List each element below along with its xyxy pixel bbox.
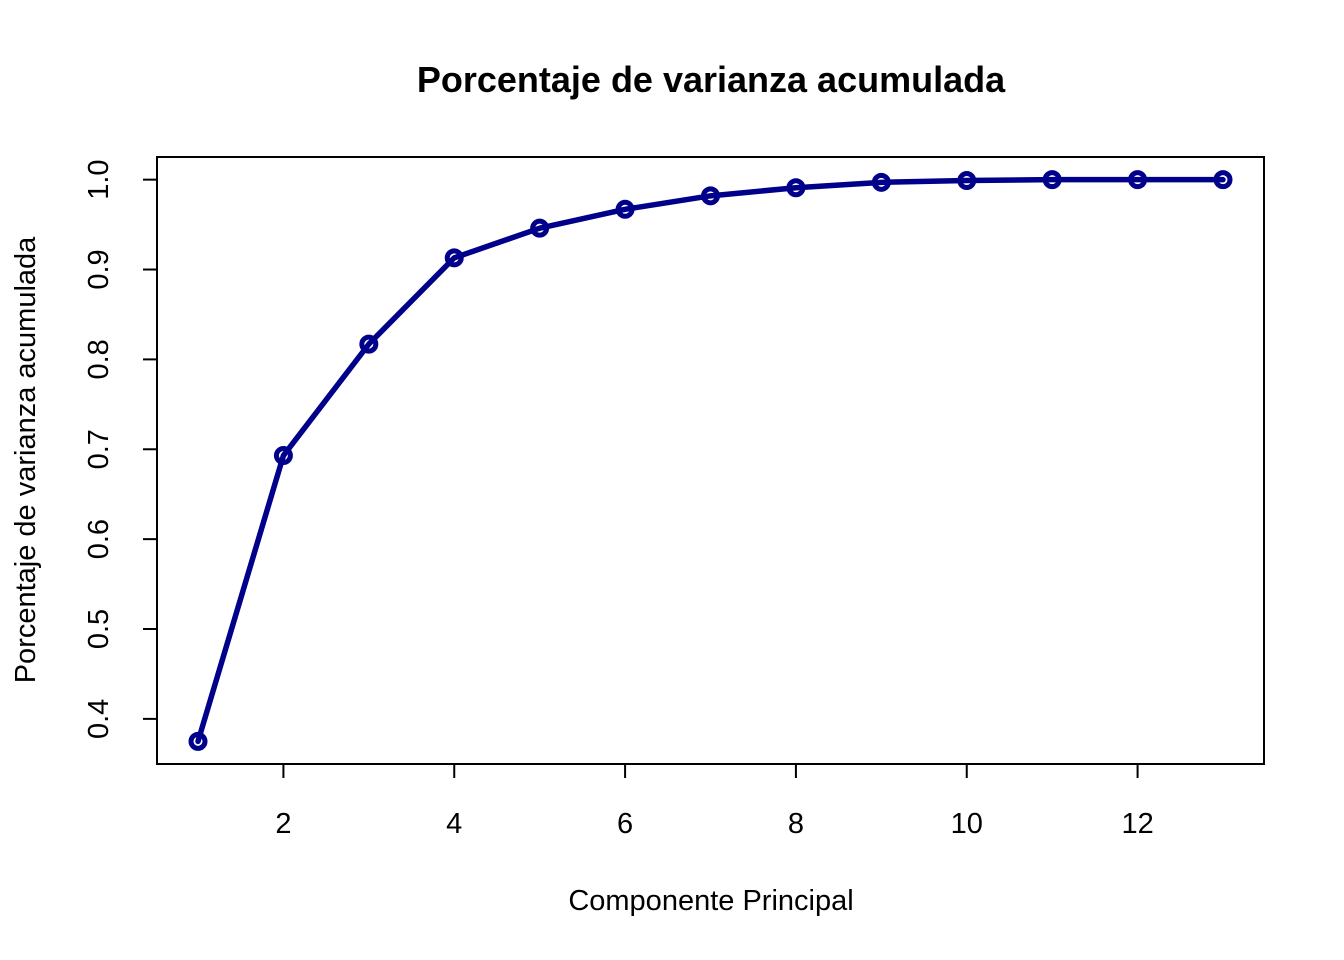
x-tick-label-0: 2 xyxy=(275,808,291,840)
x-axis-label: Componente Principal xyxy=(568,885,853,917)
series-line-0 xyxy=(195,176,1226,745)
series-layer xyxy=(188,170,1233,751)
data-point-4 xyxy=(444,248,464,268)
y-tick-label-0: 0.4 xyxy=(83,699,115,739)
x-axis: 2 4 6 8 10 12 xyxy=(275,764,1154,840)
data-point-12 xyxy=(1128,170,1148,190)
data-point-13 xyxy=(1213,170,1233,190)
y-axis: 0.4 0.5 0.6 0.7 0.8 0.9 1.0 xyxy=(83,159,157,739)
data-point-8 xyxy=(786,178,806,198)
data-point-2 xyxy=(273,446,293,466)
data-point-5 xyxy=(530,218,550,238)
data-point-11 xyxy=(1042,170,1062,190)
y-tick-label-2: 0.6 xyxy=(83,519,115,559)
data-point-10 xyxy=(957,171,977,191)
y-tick-label-6: 1.0 xyxy=(83,159,115,199)
data-point-1 xyxy=(188,731,208,751)
y-tick-label-3: 0.7 xyxy=(83,429,115,469)
data-point-7 xyxy=(701,186,720,206)
x-tick-label-4: 10 xyxy=(951,808,983,840)
chart-title: Porcentaje de varianza acumulada xyxy=(417,59,1006,100)
x-tick-label-3: 8 xyxy=(788,808,804,840)
data-point-9 xyxy=(871,172,891,192)
y-tick-label-5: 0.9 xyxy=(83,249,115,289)
y-tick-label-1: 0.5 xyxy=(83,609,115,649)
x-tick-label-2: 6 xyxy=(617,808,633,840)
y-axis-label: Porcentaje de varianza acumulada xyxy=(10,236,42,683)
data-point-6 xyxy=(615,199,635,219)
data-point-3 xyxy=(359,334,379,354)
x-tick-label-1: 4 xyxy=(446,808,462,840)
plot-frame xyxy=(156,156,1265,765)
y-tick-label-4: 0.8 xyxy=(83,339,115,379)
x-tick-label-5: 12 xyxy=(1121,808,1153,840)
